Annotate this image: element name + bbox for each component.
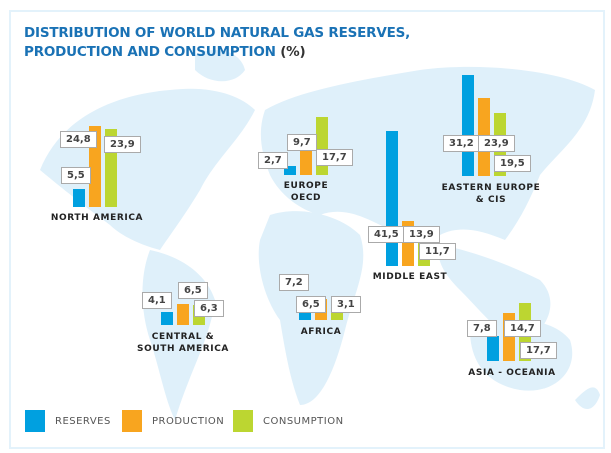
title-line-2: PRODUCTION AND CONSUMPTION (24, 44, 276, 60)
data-label: 11,7 (419, 243, 456, 260)
bar-consumption (316, 117, 328, 175)
data-label: 7,2 (279, 274, 309, 291)
data-label: 6,3 (194, 300, 224, 317)
data-label: 3,1 (331, 296, 361, 313)
region-label: AFRICA (300, 327, 342, 337)
region-label: EUROPE OECD (283, 181, 329, 203)
data-label: 13,9 (403, 226, 440, 243)
bar-reserves (386, 131, 398, 266)
data-label: 19,5 (494, 155, 531, 172)
data-label: 31,2 (443, 135, 480, 152)
chart-title: DISTRIBUTION OF WORLD NATURAL GAS RESERV… (24, 24, 410, 62)
bar-production (177, 303, 189, 325)
data-label: 23,9 (104, 136, 141, 153)
bar-reserves (73, 189, 85, 207)
data-label: 23,9 (478, 135, 515, 152)
data-label: 14,7 (504, 320, 541, 337)
data-label: 6,5 (296, 296, 326, 313)
data-label: 24,8 (60, 131, 97, 148)
legend-swatch (122, 410, 142, 432)
region-label: EASTERN EUROPE & CIS (441, 183, 541, 205)
legend-swatch (233, 410, 253, 432)
bar-reserves (161, 311, 173, 325)
data-label: 9,7 (287, 134, 317, 151)
bar-consumption (331, 309, 343, 320)
region-label: ASIA - OCEANIA (468, 368, 556, 378)
data-label: 2,7 (258, 152, 288, 169)
region-label: NORTH AMERICA (50, 213, 144, 223)
data-label: 6,5 (178, 282, 208, 299)
data-label: 5,5 (61, 167, 91, 184)
legend-production: PRODUCTION (122, 410, 224, 432)
legend-label: PRODUCTION (152, 415, 225, 427)
data-label: 4,1 (142, 292, 172, 309)
data-label: 41,5 (368, 226, 405, 243)
title-line-1: DISTRIBUTION OF WORLD NATURAL GAS RESERV… (24, 25, 411, 41)
legend-label: CONSUMPTION (263, 415, 344, 427)
bar-reserves (487, 335, 499, 361)
legend-reserves: RESERVES (25, 410, 111, 432)
data-label: 17,7 (316, 149, 353, 166)
bar-reserves (284, 166, 296, 175)
bar-reserves (462, 74, 474, 176)
legend-consumption: CONSUMPTION (233, 410, 344, 432)
region-label: MIDDLE EAST (372, 272, 448, 282)
title-unit: (%) (280, 44, 306, 60)
region-label: CENTRAL & SOUTH AMERICA (137, 332, 229, 354)
legend-swatch (25, 410, 45, 432)
data-label: 17,7 (520, 342, 557, 359)
data-label: 7,8 (467, 320, 497, 337)
legend-label: RESERVES (55, 415, 111, 427)
bar-production (300, 143, 312, 175)
chart-frame (9, 10, 605, 449)
